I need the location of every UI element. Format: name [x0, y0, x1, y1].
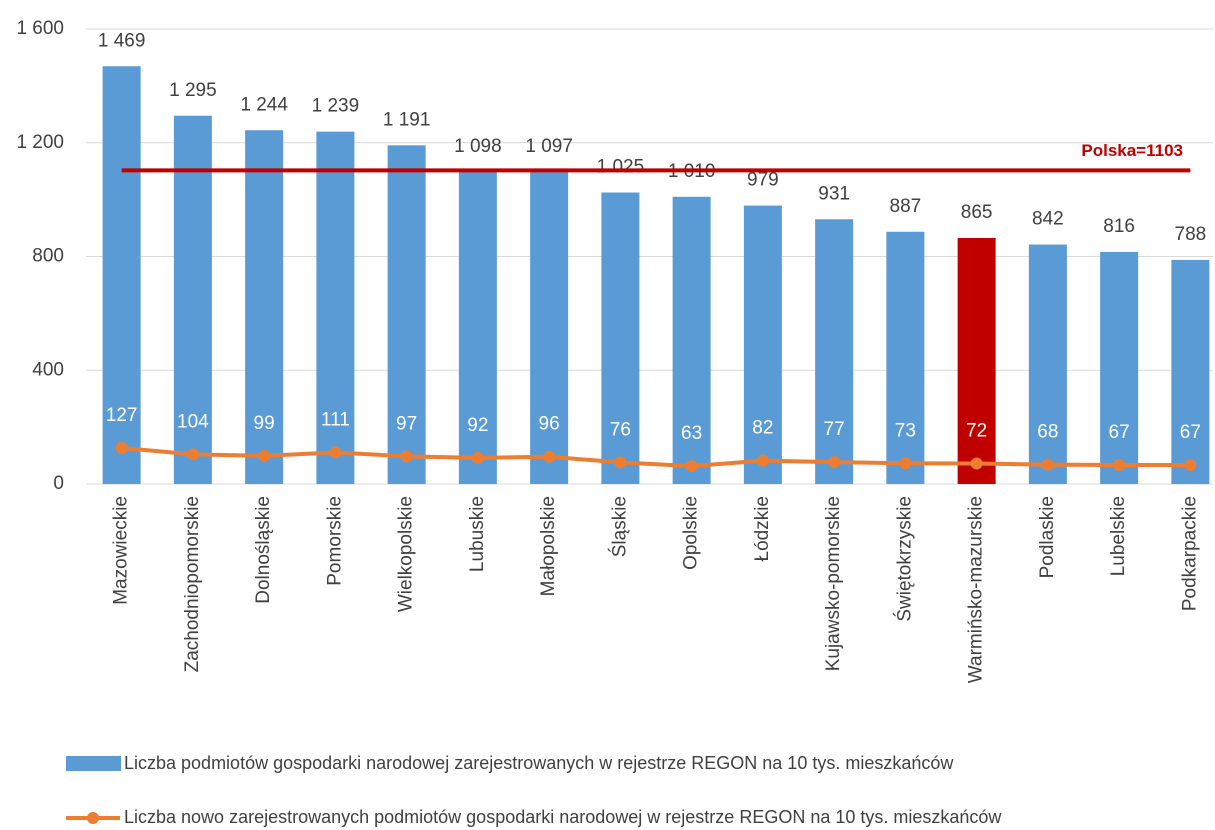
bar-value-label: 931 [818, 183, 850, 204]
x-tick-label: Mazowieckie [111, 496, 132, 605]
bar-value-label: 816 [1103, 216, 1135, 237]
bar [957, 238, 996, 484]
bar [1028, 244, 1067, 484]
line [121, 445, 1191, 469]
line-point [1184, 458, 1197, 471]
legend-swatch [66, 756, 121, 771]
bar [601, 192, 640, 484]
x-tick-label: Świętokrzyskie [893, 496, 915, 622]
line-point [970, 457, 983, 470]
line-point [756, 454, 769, 467]
bar [245, 130, 284, 485]
x-tick-label: Pomorskie [324, 496, 345, 586]
x-tick-label: Opolskie [681, 496, 702, 570]
bar [530, 172, 569, 484]
y-tick-label: 1 600 [16, 18, 64, 39]
line-point [1113, 458, 1126, 471]
line-value-label: 77 [824, 419, 845, 440]
bar-value-label: 1 025 [597, 157, 645, 178]
bar-value-label: 1 097 [525, 136, 573, 157]
bar [102, 66, 141, 485]
x-tick-label: Podlaskie [1037, 496, 1058, 578]
line-value-label: 111 [321, 409, 350, 430]
line-point [329, 446, 342, 459]
x-tick-label: Dolnośląskie [253, 496, 274, 604]
line-value-label: 96 [539, 414, 560, 435]
bar [672, 196, 711, 484]
line-value-label: 72 [966, 421, 987, 442]
bar-value-label: 1 469 [98, 30, 146, 51]
bar-value-label: 1 244 [240, 94, 288, 115]
line-point [614, 456, 627, 469]
line-value-label: 99 [254, 413, 275, 434]
line-value-label: 92 [467, 415, 488, 436]
line-point [899, 457, 912, 470]
x-tick-label: Śląskie [608, 496, 630, 557]
bar [1100, 251, 1139, 484]
y-tick-label: 1 200 [16, 132, 64, 153]
line-point [186, 448, 199, 461]
bar [387, 145, 426, 484]
line-value-label: 73 [895, 420, 916, 441]
legend-label: Liczba nowo zarejestrowanych podmiotów g… [124, 807, 1002, 827]
line-value-label: 82 [752, 418, 773, 439]
x-tick-label: Łódzkie [752, 496, 773, 562]
bar-value-label: 1 098 [454, 136, 502, 157]
bar-value-label: 1 191 [383, 109, 431, 130]
bar [743, 205, 782, 485]
legend-label: Liczba podmiotów gospodarki narodowej za… [124, 753, 954, 773]
line-point [400, 450, 413, 463]
line-value-label: 76 [610, 419, 631, 440]
bar [1171, 259, 1210, 484]
x-tick-label: Wielkopolskie [396, 496, 417, 612]
line-value-label: 97 [396, 413, 417, 434]
bar [458, 171, 497, 484]
bar-value-label: 842 [1032, 209, 1064, 230]
x-tick-label: Zachodniopomorskie [182, 496, 203, 672]
bar [316, 131, 355, 485]
line-value-label: 63 [681, 423, 702, 444]
x-tick-label: Kujawsko-pomorskie [823, 496, 844, 671]
line-point [828, 456, 841, 469]
bar-value-label: 788 [1175, 224, 1207, 245]
bar [815, 219, 854, 484]
y-tick-label: 800 [32, 246, 64, 267]
x-tick-label: Podkarpackie [1179, 496, 1200, 611]
line-point [471, 451, 484, 464]
bar-value-label: 1 239 [312, 96, 360, 117]
x-tick-label: Lubelskie [1108, 496, 1129, 576]
line-point [1041, 458, 1054, 471]
bar-value-label: 887 [890, 196, 922, 217]
bar [886, 231, 925, 484]
x-tick-label: Małopolskie [538, 496, 559, 596]
line-point [258, 449, 271, 462]
y-tick-label: 400 [32, 359, 64, 380]
line-point [543, 450, 556, 463]
bar-value-label: 1 295 [169, 80, 217, 101]
y-tick-label: 0 [53, 473, 64, 494]
x-tick-label: Warmińsko-mazurskie [966, 496, 987, 683]
bar [173, 115, 212, 484]
reference-label: Polska=1103 [1081, 141, 1183, 160]
x-tick-label: Lubuskie [467, 496, 488, 572]
line-value-label: 104 [177, 411, 209, 432]
bar-value-label: 979 [747, 170, 779, 191]
line-value-label: 68 [1037, 422, 1058, 443]
line-value-label: 67 [1109, 422, 1130, 443]
legend-swatch [87, 812, 99, 824]
bar-value-label: 865 [961, 202, 993, 223]
line-value-label: 127 [106, 405, 138, 426]
line-point [115, 441, 128, 454]
line-point [685, 460, 698, 473]
line-value-label: 67 [1180, 422, 1201, 443]
